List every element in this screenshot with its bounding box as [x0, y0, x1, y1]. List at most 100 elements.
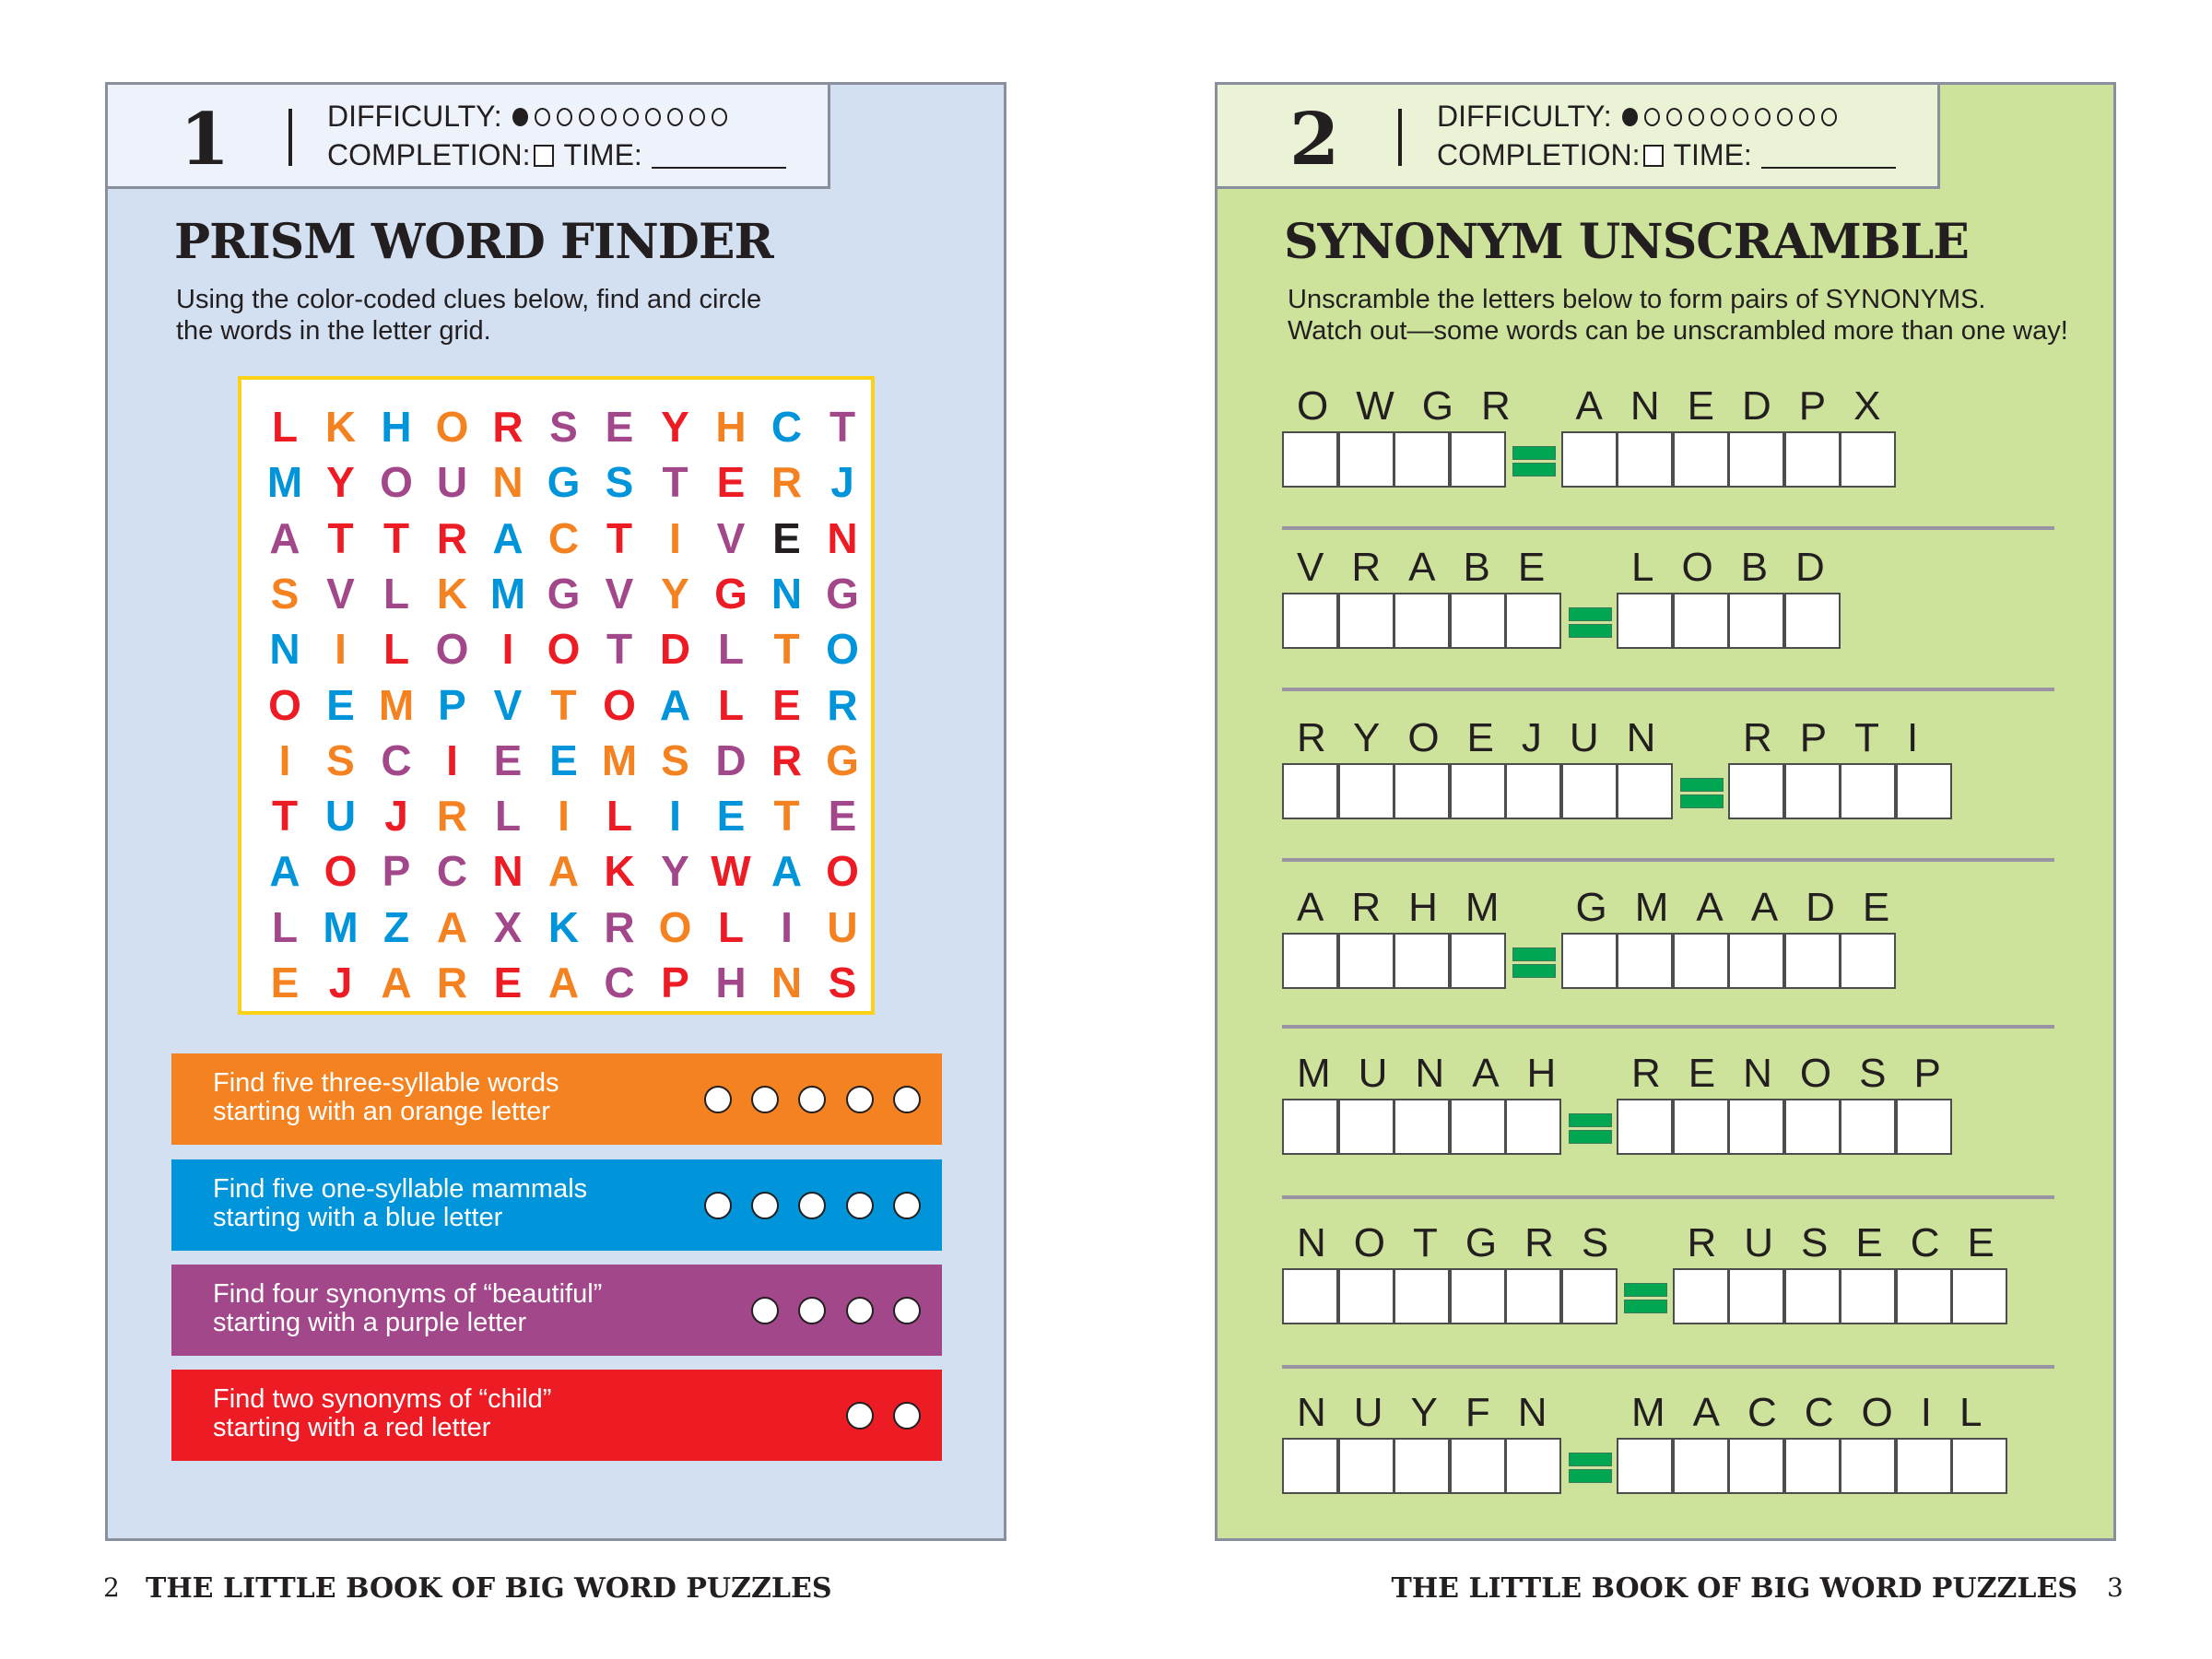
grid-letter[interactable]: E [605, 403, 634, 451]
grid-letter[interactable]: E [772, 513, 801, 562]
grid-letter[interactable]: Y [661, 569, 689, 618]
grid-letter[interactable]: O [826, 625, 859, 674]
answer-circle[interactable] [845, 1402, 874, 1430]
grid-letter[interactable]: U [324, 792, 357, 841]
answer-box[interactable] [1560, 763, 1618, 819]
answer-box[interactable] [1951, 1268, 2007, 1324]
answer-box[interactable] [1617, 593, 1673, 649]
grid-letter[interactable]: I [781, 902, 793, 951]
answer-circle[interactable] [703, 1086, 732, 1113]
grid-letter[interactable]: V [326, 569, 355, 618]
grid-letter[interactable]: O [324, 847, 358, 896]
answer-circle[interactable] [893, 1086, 921, 1113]
grid-letter[interactable]: I [669, 513, 681, 562]
answer-box[interactable] [1617, 1438, 1673, 1494]
answer-circle[interactable] [751, 1086, 780, 1113]
answer-box[interactable] [1394, 1438, 1450, 1494]
grid-letter[interactable]: A [269, 513, 300, 562]
grid-letter[interactable]: T [773, 625, 800, 674]
answer-box[interactable] [1895, 1268, 1952, 1324]
answer-box[interactable] [1617, 933, 1673, 989]
grid-letter[interactable]: Z [382, 902, 410, 951]
answer-box[interactable] [1394, 1268, 1450, 1324]
grid-letter[interactable]: M [601, 735, 638, 784]
answer-box[interactable] [1783, 1099, 1841, 1155]
answer-box[interactable] [1282, 1268, 1338, 1324]
grid-letter[interactable]: U [436, 458, 468, 507]
grid-letter[interactable]: A [381, 959, 412, 1006]
answer-box[interactable] [1617, 431, 1673, 488]
answer-box[interactable] [1728, 431, 1784, 488]
grid-letter[interactable]: A [492, 513, 524, 562]
grid-letter[interactable]: T [606, 625, 633, 674]
answer-box[interactable] [1895, 1099, 1952, 1155]
answer-circle[interactable] [798, 1297, 827, 1324]
grid-letter[interactable]: H [381, 403, 412, 451]
grid-letter[interactable]: T [550, 680, 577, 729]
grid-letter[interactable]: C [547, 513, 580, 562]
grid-letter[interactable]: A [771, 847, 803, 896]
answer-box[interactable] [1672, 431, 1729, 488]
answer-box[interactable] [1337, 1099, 1394, 1155]
grid-letter[interactable]: I [501, 625, 514, 674]
answer-box[interactable] [1617, 763, 1673, 819]
grid-letter[interactable]: T [382, 513, 410, 562]
answer-box[interactable] [1505, 1438, 1561, 1494]
answer-box[interactable] [1617, 1099, 1673, 1155]
grid-letter[interactable]: M [378, 680, 415, 729]
answer-box[interactable] [1783, 933, 1841, 989]
answer-circle[interactable] [798, 1192, 827, 1219]
answer-box[interactable] [1840, 1438, 1896, 1494]
answer-box[interactable] [1728, 763, 1784, 819]
grid-letter[interactable]: I [446, 735, 458, 784]
answer-box[interactable] [1449, 593, 1506, 649]
answer-circle[interactable] [751, 1192, 780, 1219]
grid-letter[interactable]: C [436, 847, 468, 896]
grid-letter[interactable]: R [827, 680, 858, 729]
grid-letter[interactable]: R [492, 403, 524, 451]
answer-box[interactable] [1783, 763, 1841, 819]
grid-letter[interactable]: O [435, 625, 469, 674]
answer-box[interactable] [1282, 593, 1338, 649]
answer-box[interactable] [1505, 1268, 1561, 1324]
answer-box[interactable] [1449, 763, 1506, 819]
grid-letter[interactable]: L [382, 625, 410, 674]
answer-box[interactable] [1560, 431, 1618, 488]
grid-letter[interactable]: J [328, 959, 353, 1006]
grid-letter[interactable]: A [659, 680, 691, 729]
completion-checkbox[interactable] [1643, 144, 1665, 167]
grid-letter[interactable]: C [381, 735, 412, 784]
grid-letter[interactable]: H [715, 403, 747, 451]
answer-circle[interactable] [893, 1297, 921, 1324]
grid-letter[interactable]: O [547, 625, 581, 674]
grid-letter[interactable]: S [828, 959, 857, 1006]
answer-box[interactable] [1840, 431, 1896, 488]
grid-letter[interactable]: J [384, 792, 408, 841]
grid-letter[interactable]: K [547, 902, 580, 951]
answer-circle[interactable] [845, 1192, 874, 1219]
grid-letter[interactable]: E [326, 680, 355, 729]
answer-circle[interactable] [751, 1297, 780, 1324]
answer-box[interactable] [1337, 763, 1394, 819]
answer-box[interactable] [1895, 763, 1952, 819]
grid-letter[interactable]: A [547, 847, 580, 896]
grid-letter[interactable]: G [826, 735, 859, 784]
answer-box[interactable] [1840, 1099, 1896, 1155]
answer-box[interactable] [1560, 933, 1618, 989]
answer-box[interactable] [1505, 593, 1561, 649]
answer-box[interactable] [1282, 763, 1338, 819]
answer-box[interactable] [1672, 1099, 1729, 1155]
grid-letter[interactable]: U [827, 902, 858, 951]
grid-letter[interactable]: G [826, 569, 859, 618]
answer-box[interactable] [1449, 1268, 1506, 1324]
grid-letter[interactable]: G [547, 569, 581, 618]
grid-letter[interactable]: R [771, 458, 803, 507]
grid-letter[interactable]: C [604, 959, 635, 1006]
grid-letter[interactable]: N [771, 959, 803, 1006]
answer-box[interactable] [1337, 431, 1394, 488]
answer-circle[interactable] [845, 1297, 874, 1324]
grid-letter[interactable]: K [436, 569, 468, 618]
grid-letter[interactable]: A [547, 959, 580, 1006]
grid-letter[interactable]: A [436, 902, 468, 951]
